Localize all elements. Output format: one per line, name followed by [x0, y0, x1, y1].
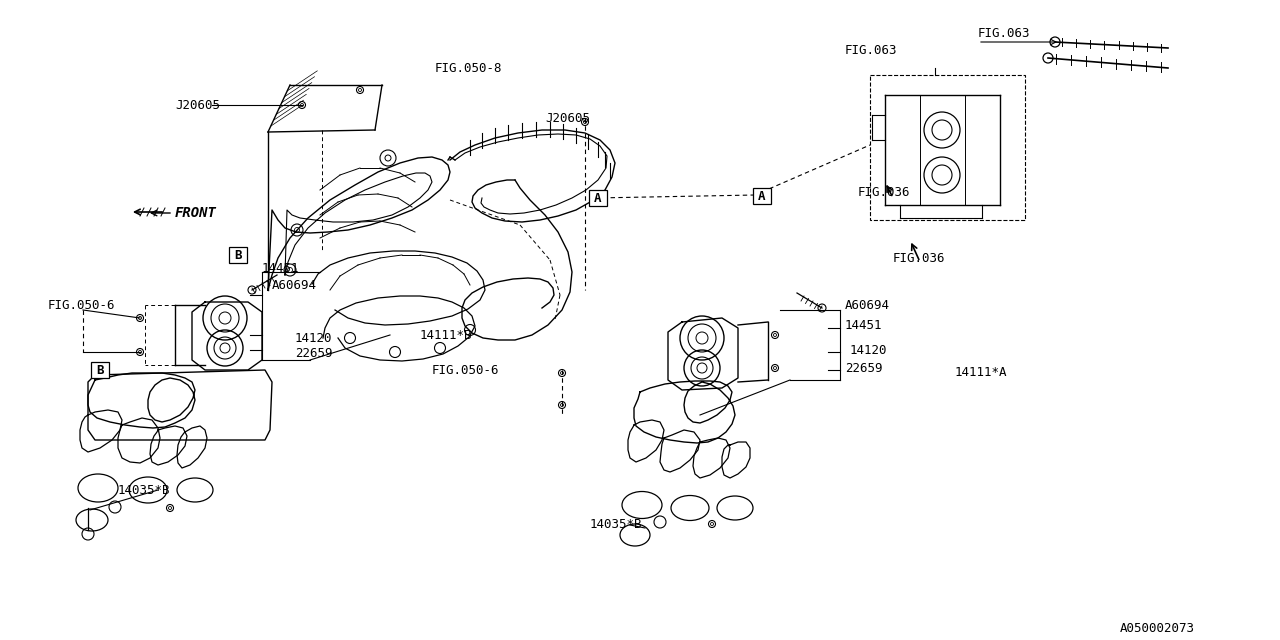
Bar — [91, 362, 109, 378]
Text: FRONT: FRONT — [175, 206, 216, 220]
Text: 14451: 14451 — [262, 262, 300, 275]
Text: J20605: J20605 — [545, 111, 590, 125]
Text: 14120: 14120 — [850, 344, 887, 356]
Text: A050002073: A050002073 — [1120, 621, 1196, 634]
Bar — [589, 190, 607, 206]
Text: 14120: 14120 — [294, 332, 333, 344]
Text: B: B — [96, 364, 104, 376]
Text: FIG.050-6: FIG.050-6 — [433, 364, 499, 376]
Text: A60694: A60694 — [273, 278, 317, 291]
Text: A: A — [758, 189, 765, 202]
Text: FIG.063: FIG.063 — [845, 44, 897, 56]
Text: 14451: 14451 — [845, 319, 882, 332]
Text: A60694: A60694 — [845, 298, 890, 312]
Bar — [229, 247, 247, 263]
Text: FIG.050-6: FIG.050-6 — [49, 298, 115, 312]
Text: 14111*A: 14111*A — [955, 365, 1007, 378]
Text: 22659: 22659 — [845, 362, 882, 374]
Text: FIG.036: FIG.036 — [893, 252, 946, 264]
Text: A: A — [594, 191, 602, 205]
Bar — [753, 188, 771, 204]
Text: 14035*B: 14035*B — [590, 518, 643, 531]
Text: 22659: 22659 — [294, 346, 333, 360]
Text: FIG.063: FIG.063 — [978, 26, 1030, 40]
Text: FIG.050-8: FIG.050-8 — [435, 61, 503, 74]
Bar — [870, 75, 1025, 220]
Text: 14035*B: 14035*B — [118, 483, 170, 497]
Text: FIG.036: FIG.036 — [858, 186, 910, 198]
Text: B: B — [234, 248, 242, 262]
Text: J20605: J20605 — [175, 99, 220, 111]
Text: 14111*B: 14111*B — [420, 328, 472, 342]
